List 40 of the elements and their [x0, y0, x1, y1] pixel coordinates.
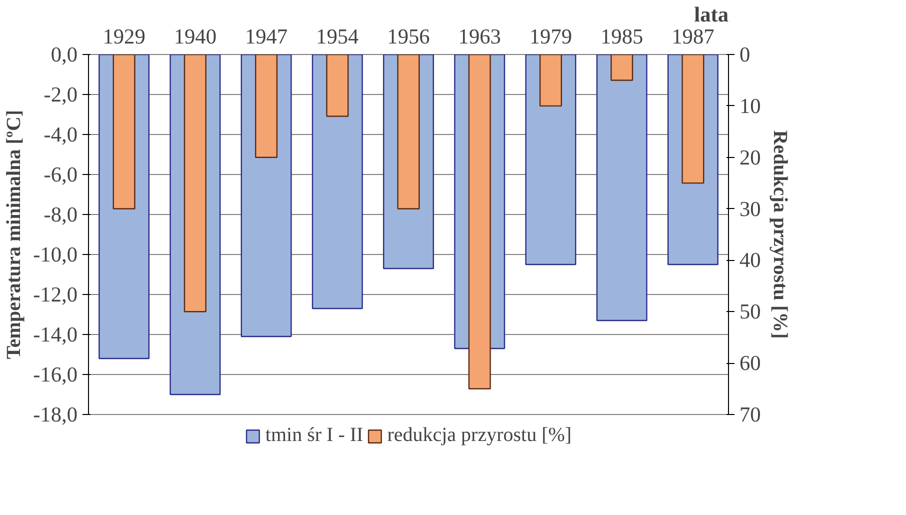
bar: [539, 54, 562, 107]
y2-tick-label: 20: [740, 145, 761, 170]
y2-tick-label: 60: [740, 351, 761, 376]
x-tick-label: 1979: [529, 24, 572, 48]
x-tick-label: 1987: [672, 24, 715, 48]
y2-tick-label: 0: [740, 42, 750, 66]
x-tick-label: 1985: [600, 24, 644, 48]
legend-label: tmin śr I - II: [265, 424, 364, 447]
bar: [610, 54, 634, 81]
y-tick-label: -12,0: [33, 282, 78, 306]
x-tick-label: 1940: [174, 24, 216, 48]
y-tick-label: -18,0: [33, 402, 78, 426]
x-tick-label: 1956: [387, 24, 430, 48]
y2-axis-title: Redukcja przyrostu [%]: [768, 130, 791, 339]
y-tick-label: -8,0: [44, 202, 78, 226]
y-tick-label: 0,0: [50, 42, 78, 66]
x-tick-label: 1947: [244, 24, 288, 48]
bar: [397, 54, 420, 210]
y-axis-title: Temperatura minimalna [ºC]: [3, 110, 26, 360]
x-axis-title: lata: [694, 2, 729, 26]
bar: [184, 54, 206, 312]
y-tick-label: -14,0: [33, 322, 78, 346]
y-tick-label: -10,0: [33, 242, 78, 266]
y-tick-label: -6,0: [44, 162, 78, 186]
y2-tick-label: 10: [740, 94, 761, 118]
y-tick-label: -2,0: [44, 82, 78, 106]
y2-tick-label: 40: [740, 248, 761, 272]
bar: [682, 54, 704, 184]
x-tick-label: 1929: [102, 24, 146, 48]
bar: [255, 54, 278, 158]
y2-tick-label: 30: [740, 196, 761, 221]
bar: [112, 54, 136, 210]
y2-tick-label: 70: [740, 402, 761, 426]
x-tick-label: 1954: [316, 24, 360, 48]
legend-label: redukcja przyrostu [%]: [387, 424, 572, 447]
y-tick-label: -16,0: [33, 362, 78, 386]
bar: [326, 54, 349, 117]
y-tick-label: -4,0: [44, 122, 78, 146]
x-tick-label: 1963: [458, 24, 501, 48]
y2-tick-label: 50: [740, 300, 761, 324]
